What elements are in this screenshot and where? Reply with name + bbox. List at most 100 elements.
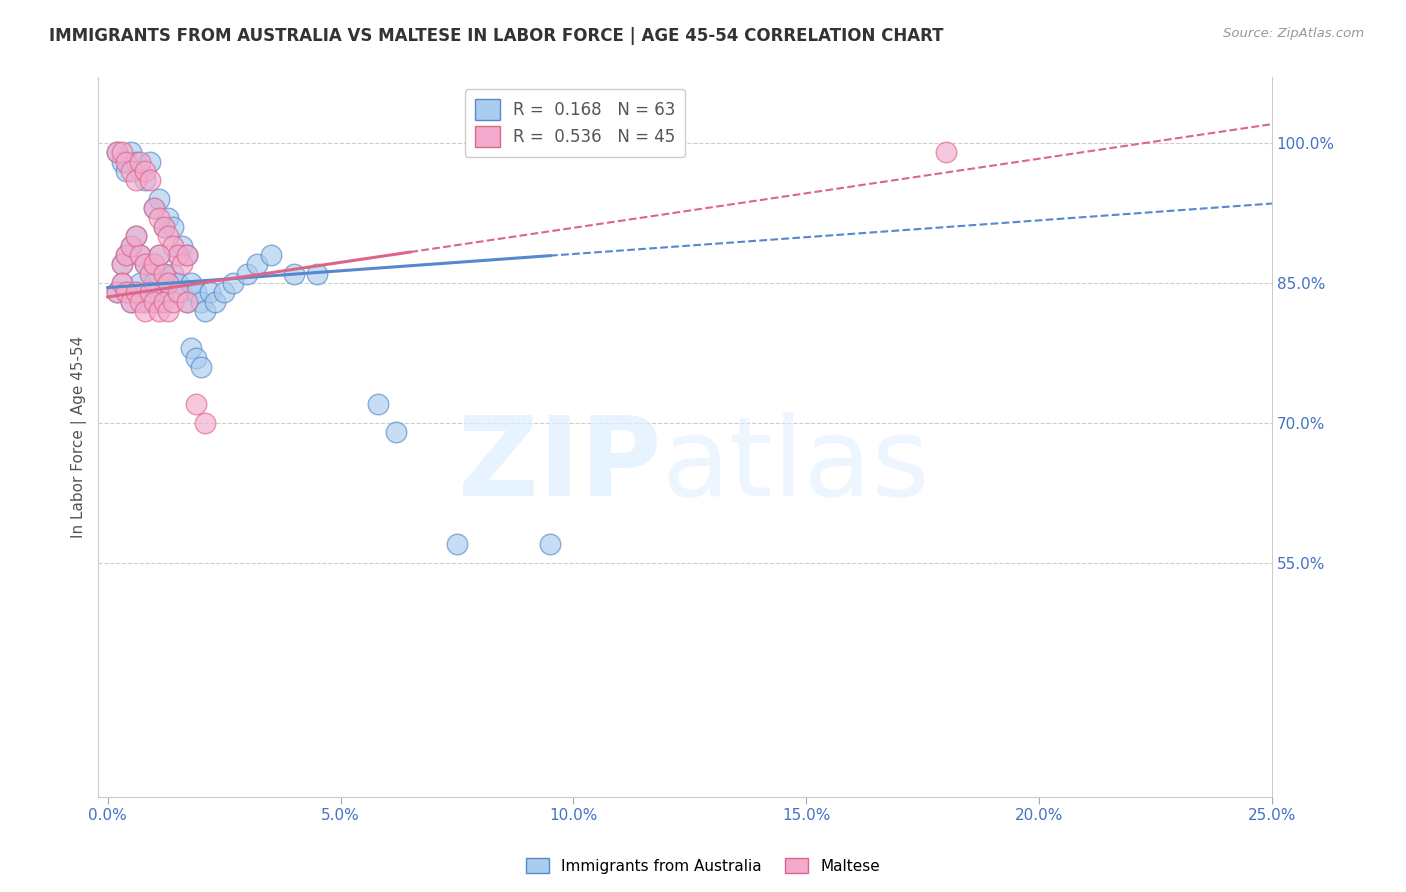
- Point: [134, 257, 156, 271]
- Point: [138, 267, 160, 281]
- Point: [111, 276, 134, 290]
- Point: [152, 294, 174, 309]
- Point: [111, 257, 134, 271]
- Point: [157, 276, 180, 290]
- Point: [124, 285, 146, 300]
- Point: [148, 304, 170, 318]
- Point: [152, 219, 174, 234]
- Point: [115, 164, 138, 178]
- Point: [186, 397, 208, 411]
- Y-axis label: In Labor Force | Age 45-54: In Labor Force | Age 45-54: [72, 336, 87, 538]
- Point: [120, 145, 142, 160]
- Point: [172, 238, 194, 252]
- Point: [186, 351, 208, 365]
- Point: [166, 285, 188, 300]
- Point: [148, 192, 170, 206]
- Point: [176, 248, 198, 262]
- Point: [385, 425, 408, 440]
- Point: [120, 238, 142, 252]
- Point: [162, 219, 184, 234]
- Point: [283, 267, 305, 281]
- Point: [212, 285, 235, 300]
- Point: [138, 173, 160, 187]
- Point: [157, 304, 180, 318]
- Point: [115, 285, 138, 300]
- Point: [198, 285, 221, 300]
- Point: [111, 257, 134, 271]
- Point: [143, 294, 166, 309]
- Point: [105, 285, 128, 300]
- Point: [138, 285, 160, 300]
- Point: [105, 145, 128, 160]
- Point: [115, 248, 138, 262]
- Point: [129, 248, 152, 262]
- Text: Source: ZipAtlas.com: Source: ZipAtlas.com: [1223, 27, 1364, 40]
- Point: [162, 238, 184, 252]
- Point: [111, 145, 134, 160]
- Point: [120, 238, 142, 252]
- Point: [120, 294, 142, 309]
- Point: [157, 211, 180, 225]
- Point: [204, 294, 226, 309]
- Point: [176, 294, 198, 309]
- Point: [129, 276, 152, 290]
- Point: [166, 248, 188, 262]
- Point: [367, 397, 389, 411]
- Point: [148, 211, 170, 225]
- Point: [105, 285, 128, 300]
- Point: [162, 294, 184, 309]
- Point: [124, 173, 146, 187]
- Point: [152, 267, 174, 281]
- Point: [152, 285, 174, 300]
- Text: IMMIGRANTS FROM AUSTRALIA VS MALTESE IN LABOR FORCE | AGE 45-54 CORRELATION CHAR: IMMIGRANTS FROM AUSTRALIA VS MALTESE IN …: [49, 27, 943, 45]
- Point: [115, 285, 138, 300]
- Point: [260, 248, 283, 262]
- Point: [129, 154, 152, 169]
- Point: [134, 164, 156, 178]
- Point: [138, 154, 160, 169]
- Point: [138, 285, 160, 300]
- Point: [143, 257, 166, 271]
- Point: [134, 294, 156, 309]
- Point: [194, 416, 217, 430]
- Point: [157, 276, 180, 290]
- Point: [162, 267, 184, 281]
- Point: [129, 248, 152, 262]
- Point: [129, 294, 152, 309]
- Point: [134, 304, 156, 318]
- Point: [148, 248, 170, 262]
- Point: [190, 359, 212, 374]
- Point: [538, 537, 561, 551]
- Text: ZIP: ZIP: [458, 412, 662, 519]
- Point: [134, 257, 156, 271]
- Point: [446, 537, 468, 551]
- Point: [236, 267, 259, 281]
- Point: [124, 285, 146, 300]
- Point: [186, 285, 208, 300]
- Point: [143, 257, 166, 271]
- Point: [115, 248, 138, 262]
- Point: [124, 229, 146, 244]
- Point: [120, 294, 142, 309]
- Legend: Immigrants from Australia, Maltese: Immigrants from Australia, Maltese: [520, 852, 886, 880]
- Point: [935, 145, 957, 160]
- Legend: R =  0.168   N = 63, R =  0.536   N = 45: R = 0.168 N = 63, R = 0.536 N = 45: [464, 89, 685, 157]
- Point: [152, 267, 174, 281]
- Point: [246, 257, 269, 271]
- Point: [115, 154, 138, 169]
- Point: [143, 201, 166, 215]
- Point: [166, 248, 188, 262]
- Point: [157, 276, 180, 290]
- Point: [172, 285, 194, 300]
- Text: atlas: atlas: [662, 412, 931, 519]
- Point: [190, 294, 212, 309]
- Point: [157, 229, 180, 244]
- Point: [134, 173, 156, 187]
- Point: [143, 201, 166, 215]
- Point: [138, 267, 160, 281]
- Point: [105, 145, 128, 160]
- Point: [172, 257, 194, 271]
- Point: [148, 248, 170, 262]
- Point: [148, 294, 170, 309]
- Point: [176, 248, 198, 262]
